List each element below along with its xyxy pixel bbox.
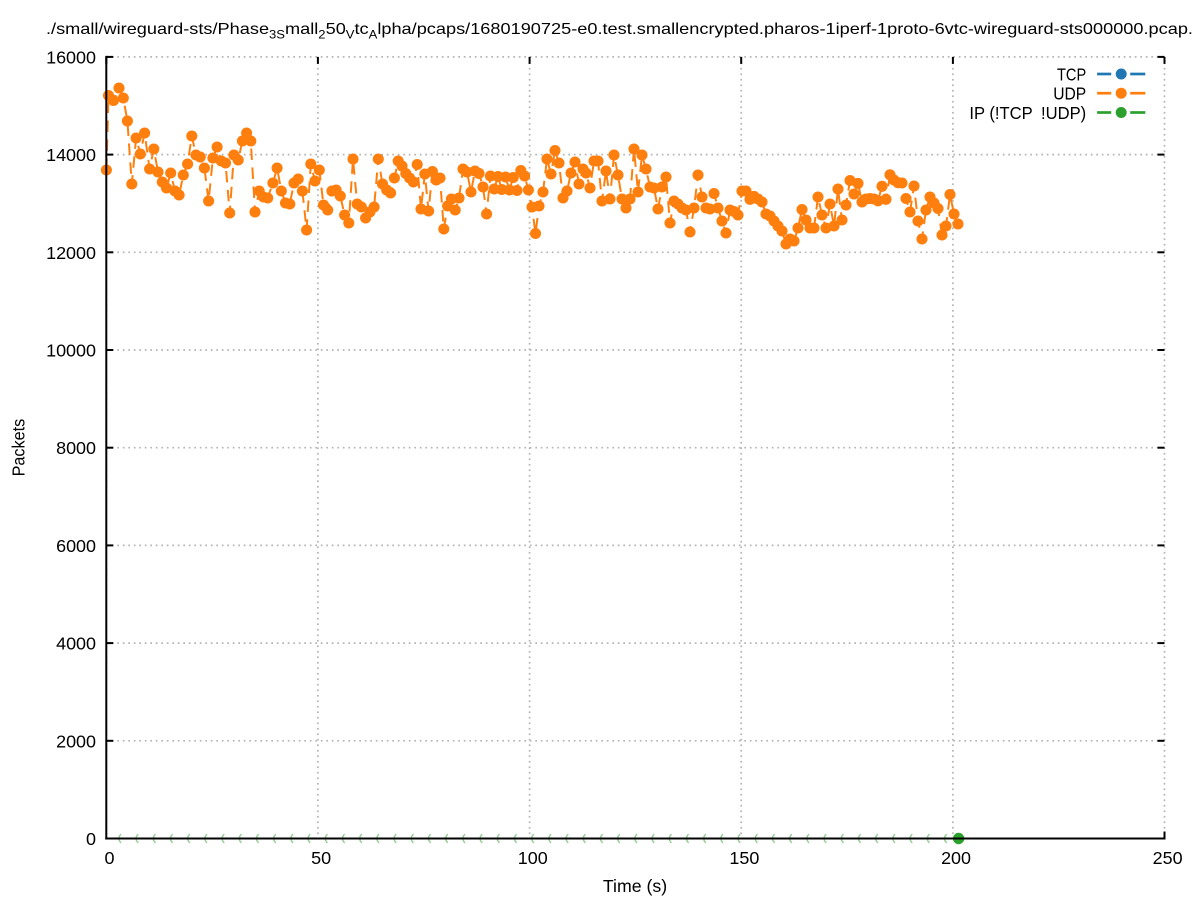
svg-text:0: 0 — [86, 829, 96, 849]
svg-text:2000: 2000 — [56, 731, 96, 751]
svg-text:4000: 4000 — [56, 634, 96, 654]
svg-text:250: 250 — [1153, 848, 1183, 868]
svg-text:200: 200 — [941, 848, 971, 868]
svg-text:8000: 8000 — [56, 438, 96, 458]
svg-text:100: 100 — [518, 848, 548, 868]
svg-text:16000: 16000 — [46, 47, 96, 67]
svg-text:Packets: Packets — [9, 419, 29, 477]
svg-text:50: 50 — [311, 848, 331, 868]
svg-text:IP (!TCP !UDP): IP (!TCP !UDP) — [969, 103, 1086, 123]
svg-text:12000: 12000 — [46, 243, 96, 263]
svg-text:6000: 6000 — [56, 536, 96, 556]
svg-text:14000: 14000 — [46, 145, 96, 165]
svg-text:UDP: UDP — [1053, 84, 1086, 104]
svg-text:150: 150 — [729, 848, 759, 868]
svg-text:0: 0 — [105, 848, 115, 868]
svg-text:TCP: TCP — [1057, 64, 1086, 84]
svg-text:Time (s): Time (s) — [603, 876, 667, 896]
svg-text:10000: 10000 — [46, 341, 96, 361]
